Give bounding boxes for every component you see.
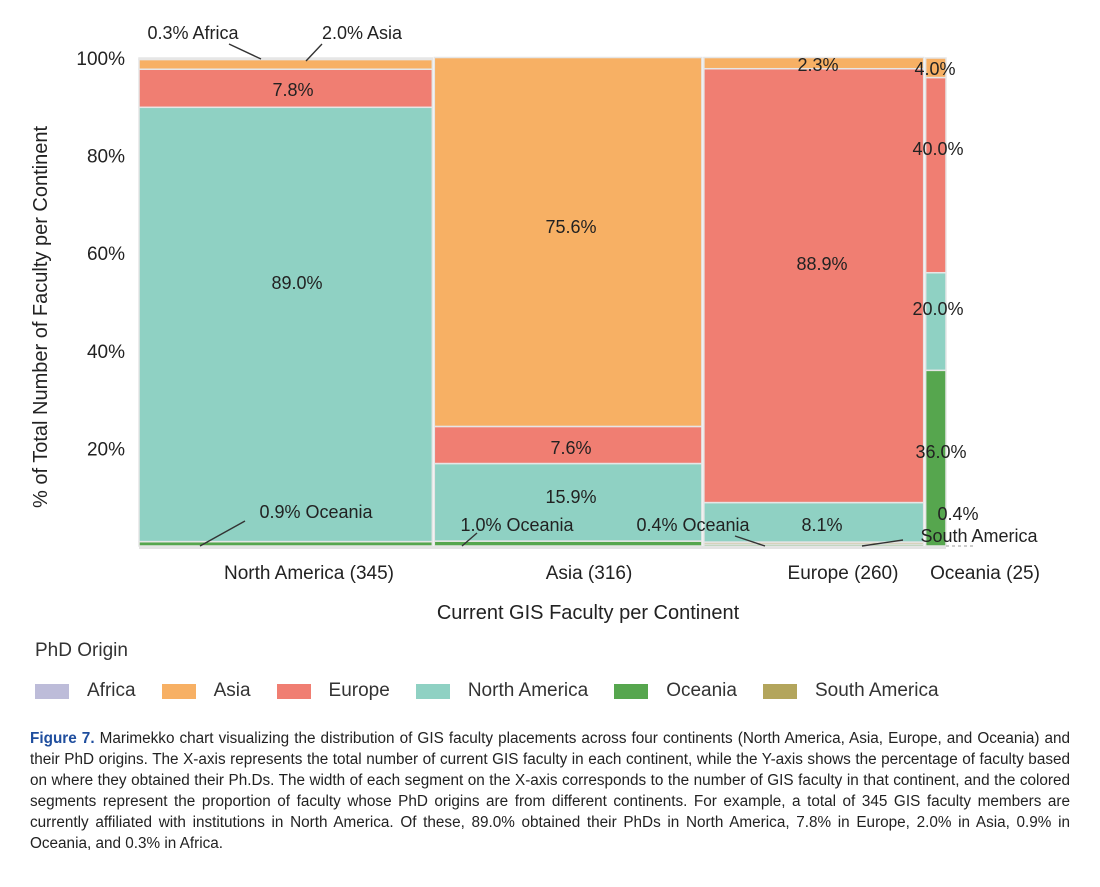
data-label: 1.0% Oceania xyxy=(460,515,574,535)
segment-europe-europe xyxy=(703,67,925,504)
legend-label: Oceania xyxy=(666,680,737,701)
data-label: 0.4% xyxy=(937,504,978,524)
segment-asia-north-america xyxy=(433,462,703,542)
data-label: 40.0% xyxy=(912,139,963,159)
data-label: 8.1% xyxy=(801,515,842,535)
baseline xyxy=(139,546,946,549)
x-category-label-north-america: North America (345) xyxy=(224,563,394,584)
data-label: 0.3% Africa xyxy=(147,23,239,43)
y-tick-label: 80% xyxy=(87,147,125,168)
y-tick-label: 20% xyxy=(87,439,125,460)
x-category-label-europe: Europe (260) xyxy=(788,563,899,584)
data-label: 20.0% xyxy=(912,299,963,319)
data-label: 88.9% xyxy=(796,254,847,274)
legend-item-asia: Asia xyxy=(161,680,251,702)
data-label: 89.0% xyxy=(271,273,322,293)
segment-europe-asia xyxy=(703,56,925,70)
legend-swatch xyxy=(276,683,311,699)
label-leader-line xyxy=(461,532,478,547)
data-label: 0.9% Oceania xyxy=(259,502,373,522)
legend-label: Europe xyxy=(328,680,390,701)
caption-text: Marimekko chart visualizing the distribu… xyxy=(30,730,1071,852)
legend: Africa Asia Europe North America Oceania Sout… xyxy=(35,680,965,702)
data-label: 15.9% xyxy=(545,487,596,507)
y-axis-title: % of Total Number of Faculty per Contine… xyxy=(30,126,52,508)
segment-north-america-north-america xyxy=(138,106,434,543)
label-leader-line xyxy=(305,43,323,62)
label-leader-line xyxy=(228,43,262,60)
data-label: 0.4% Oceania xyxy=(636,515,750,535)
legend-swatch xyxy=(35,683,69,699)
data-label: 2.0% Asia xyxy=(322,23,403,43)
data-label: 75.6% xyxy=(545,217,596,237)
y-tick-label: 60% xyxy=(87,244,125,265)
data-label: 7.6% xyxy=(550,438,591,458)
legend-item-oceania: Oceania xyxy=(614,680,737,702)
segment-north-america-asia xyxy=(138,58,434,70)
data-label: 2.3% xyxy=(797,55,838,75)
segment-asia-asia xyxy=(433,56,703,428)
legend-item-north-america: North America xyxy=(415,680,589,702)
data-label: 36.0% xyxy=(915,442,966,462)
data-label: 7.8% xyxy=(272,80,313,100)
segment-north-america-europe xyxy=(138,68,434,109)
marimekko-chart: 20% 40% 60% 80% 100% 0.3% Africa 2.0% Asia 7.8%… xyxy=(30,23,1040,624)
legend-swatch xyxy=(161,683,196,699)
label-leader-line xyxy=(861,539,904,547)
legend-label: Asia xyxy=(213,680,251,701)
y-tick-label: 100% xyxy=(76,49,125,70)
segment-europe-north-america xyxy=(703,501,925,543)
legend-label: North America xyxy=(467,680,589,701)
legend-title: PhD Origin xyxy=(35,640,128,661)
caption-label: Figure 7. xyxy=(30,730,95,747)
segment-oceania-north-america xyxy=(924,271,947,372)
data-label: South America xyxy=(920,526,1038,546)
legend-swatch xyxy=(614,683,649,699)
data-label: 4.0% xyxy=(914,59,955,79)
legend-item-africa: Africa xyxy=(35,680,136,702)
segment-north-america-africa xyxy=(138,57,434,61)
legend-swatch xyxy=(415,683,450,699)
legend-label: Africa xyxy=(87,680,136,701)
figure-caption: Figure 7. Marimekko chart visualizing th… xyxy=(30,728,1070,854)
label-leader-line xyxy=(734,535,766,547)
legend-swatch xyxy=(762,683,797,699)
segment-oceania-europe xyxy=(924,76,947,274)
legend-item-europe: Europe xyxy=(276,680,390,702)
segment-oceania-asia xyxy=(924,57,947,79)
x-category-label-oceania: Oceania (25) xyxy=(930,563,1040,584)
label-leader-line xyxy=(199,520,246,547)
y-tick-label: 40% xyxy=(87,342,125,363)
legend-label: South America xyxy=(814,680,939,701)
legend-item-south-america: South America xyxy=(762,680,939,702)
x-axis-title: Current GIS Faculty per Continent xyxy=(437,602,740,624)
x-category-label-asia: Asia (316) xyxy=(546,563,633,584)
segment-asia-europe xyxy=(433,425,703,465)
